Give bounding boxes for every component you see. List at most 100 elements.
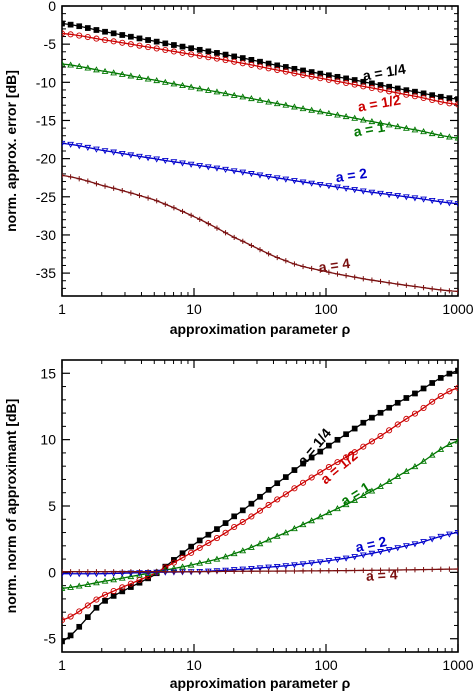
data-point: [76, 569, 82, 575]
data-point: [429, 96, 436, 104]
data-point: [179, 563, 186, 570]
data-point: [230, 550, 238, 557]
data-point: [68, 569, 74, 575]
data-point: [342, 555, 350, 562]
data-point: [368, 118, 376, 125]
data-point: [214, 225, 220, 231]
data-point: [111, 569, 117, 575]
data-point: [101, 36, 109, 44]
data-point: [67, 141, 74, 148]
data-point: [412, 283, 418, 290]
data-point: [454, 201, 458, 208]
data-point: [62, 20, 65, 27]
data-point: [213, 555, 221, 562]
data-point: [118, 150, 126, 158]
y-tick-label: -5: [44, 36, 57, 52]
data-point: [334, 73, 341, 80]
data-point: [299, 71, 307, 79]
data-point: [446, 200, 453, 207]
data-point: [101, 591, 109, 598]
data-point: [377, 409, 384, 416]
data-point: [274, 254, 280, 261]
data-point: [110, 69, 118, 76]
data-point: [162, 201, 168, 207]
data-point: [394, 123, 402, 130]
data-point: [62, 30, 66, 37]
data-point: [402, 467, 410, 474]
data-point: [454, 134, 458, 141]
data-point: [326, 568, 332, 574]
y-tick-label: -25: [36, 189, 56, 205]
data-point: [222, 553, 229, 560]
data-point: [119, 32, 126, 38]
data-point: [446, 133, 453, 140]
data-point: [394, 545, 402, 552]
data-point: [85, 178, 91, 184]
x-tick-label: 100: [314, 301, 338, 317]
data-point: [136, 42, 143, 49]
data-point: [179, 160, 186, 167]
series-label: a = 1/2: [317, 447, 361, 487]
data-point: [369, 277, 375, 283]
data-point: [85, 569, 91, 575]
data-point: [386, 427, 393, 434]
data-point: [386, 88, 393, 95]
data-point: [273, 563, 281, 571]
data-point: [368, 487, 376, 494]
data-point: [274, 62, 281, 69]
data-point: [308, 180, 316, 187]
data-point: [412, 88, 418, 95]
data-point: [136, 153, 143, 160]
data-point: [248, 61, 255, 68]
data-point: [309, 265, 315, 272]
data-point: [316, 559, 324, 566]
data-point: [437, 131, 445, 138]
data-point: [62, 172, 65, 179]
data-point: [368, 550, 376, 557]
data-point: [179, 49, 186, 56]
data-point: [351, 425, 358, 432]
data-point: [170, 48, 177, 55]
data-point: [334, 459, 341, 466]
data-point: [428, 536, 436, 543]
data-point: [187, 83, 195, 90]
data-point: [248, 568, 254, 574]
data-point: [187, 161, 195, 168]
data-point: [334, 556, 341, 563]
data-point: [248, 566, 255, 573]
data-point: [291, 568, 298, 574]
data-point: [291, 178, 298, 185]
data-point: [411, 93, 419, 100]
data-point: [144, 155, 152, 162]
data-point: [352, 274, 358, 280]
data-point: [352, 567, 358, 574]
data-point: [62, 569, 65, 575]
data-point: [204, 557, 212, 564]
data-point: [316, 513, 324, 520]
data-point: [394, 89, 401, 97]
data-point: [420, 457, 427, 464]
data-point: [402, 543, 410, 550]
data-point: [317, 267, 323, 273]
series-3: [62, 140, 458, 208]
data-point: [446, 370, 453, 377]
y-axis-title: norm. norm of approximant [dB]: [3, 399, 19, 614]
data-point: [136, 73, 143, 81]
data-point: [282, 563, 290, 570]
data-point: [386, 404, 392, 411]
data-point: [179, 81, 186, 89]
data-point: [145, 569, 151, 575]
data-point: [420, 539, 427, 546]
data-point: [188, 51, 195, 58]
data-point: [265, 98, 272, 105]
data-point: [231, 513, 238, 520]
data-point: [455, 96, 458, 102]
data-point: [437, 533, 445, 540]
data-point: [334, 111, 341, 118]
y-tick-label: -35: [36, 265, 56, 281]
data-point: [291, 562, 298, 569]
data-point: [197, 569, 203, 575]
series-label: a = 1/2: [356, 91, 402, 114]
data-point: [136, 192, 143, 199]
x-tick-label: 1: [58, 301, 66, 317]
